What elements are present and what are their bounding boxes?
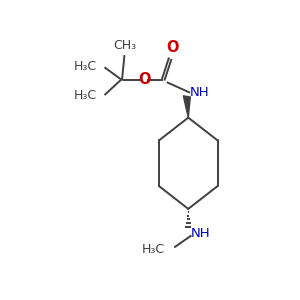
Text: CH₃: CH₃ bbox=[113, 39, 136, 52]
Text: NH: NH bbox=[190, 86, 209, 99]
Text: H₃C: H₃C bbox=[74, 60, 97, 73]
Text: H₃C: H₃C bbox=[74, 89, 97, 102]
Text: H₃C: H₃C bbox=[142, 243, 165, 256]
Polygon shape bbox=[183, 96, 190, 118]
Text: O: O bbox=[138, 72, 150, 87]
Text: NH: NH bbox=[191, 227, 211, 240]
Text: O: O bbox=[166, 40, 178, 55]
